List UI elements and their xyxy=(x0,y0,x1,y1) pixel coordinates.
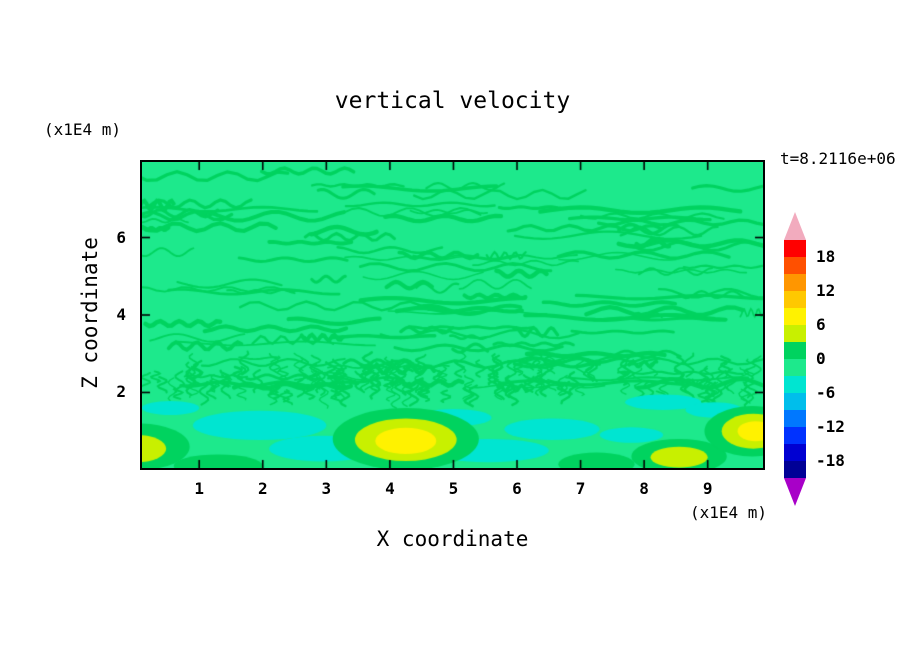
x-tick-label: 9 xyxy=(702,479,713,498)
contour-field-canvas xyxy=(142,162,763,468)
colorbar-segment xyxy=(784,376,806,393)
x-tick-label: 8 xyxy=(639,479,649,498)
plot-area xyxy=(140,160,765,470)
colorbar-label: -6 xyxy=(816,383,836,402)
colorbar-segment xyxy=(784,325,806,342)
colorbar-bottom-arrow xyxy=(784,478,806,506)
time-annotation: t=8.2116e+06 xyxy=(780,149,896,168)
colorbar-segment xyxy=(784,410,806,427)
colorbar-label: 6 xyxy=(816,315,826,334)
colorbar-segment xyxy=(784,274,806,291)
x-axis-title: X coordinate xyxy=(376,527,529,551)
chart-title: vertical velocity xyxy=(334,88,571,114)
x-axis-unit-label: (x1E4 m) xyxy=(690,503,768,522)
x-tick-label: 5 xyxy=(448,479,459,498)
colorbar-segment xyxy=(784,342,806,359)
colorbar-label: 18 xyxy=(816,247,836,266)
colorbar-segment xyxy=(784,240,806,257)
x-tick-label: 3 xyxy=(321,479,332,498)
x-tick-label: 7 xyxy=(575,479,586,498)
colorbar-top-arrow xyxy=(784,212,806,240)
colorbar-label: -12 xyxy=(816,417,845,436)
colorbar-label: 0 xyxy=(816,349,826,368)
colorbar-segment xyxy=(784,427,806,444)
y-tick-label: 6 xyxy=(116,227,126,247)
x-tick-label: 4 xyxy=(385,479,395,498)
colorbar-label: -18 xyxy=(816,451,845,470)
y-axis-unit-label: (x1E4 m) xyxy=(44,120,122,139)
colorbar-label: 12 xyxy=(816,281,836,300)
colorbar-segment xyxy=(784,257,806,274)
colorbar-segment xyxy=(784,461,806,478)
colorbar: 18 12 6 0 -6 -12 -18 xyxy=(784,212,845,512)
x-tick-label: 6 xyxy=(512,479,522,498)
x-tick-label: 2 xyxy=(257,479,268,498)
x-tick-label: 1 xyxy=(194,479,205,498)
colorbar-segment xyxy=(784,291,806,308)
colorbar-segment xyxy=(784,359,806,376)
colorbar-segment xyxy=(784,308,806,325)
y-tick-label: 4 xyxy=(116,305,126,324)
colorbar-segment xyxy=(784,393,806,410)
y-tick-label: 2 xyxy=(116,382,126,402)
colorbar-segment xyxy=(784,444,806,461)
